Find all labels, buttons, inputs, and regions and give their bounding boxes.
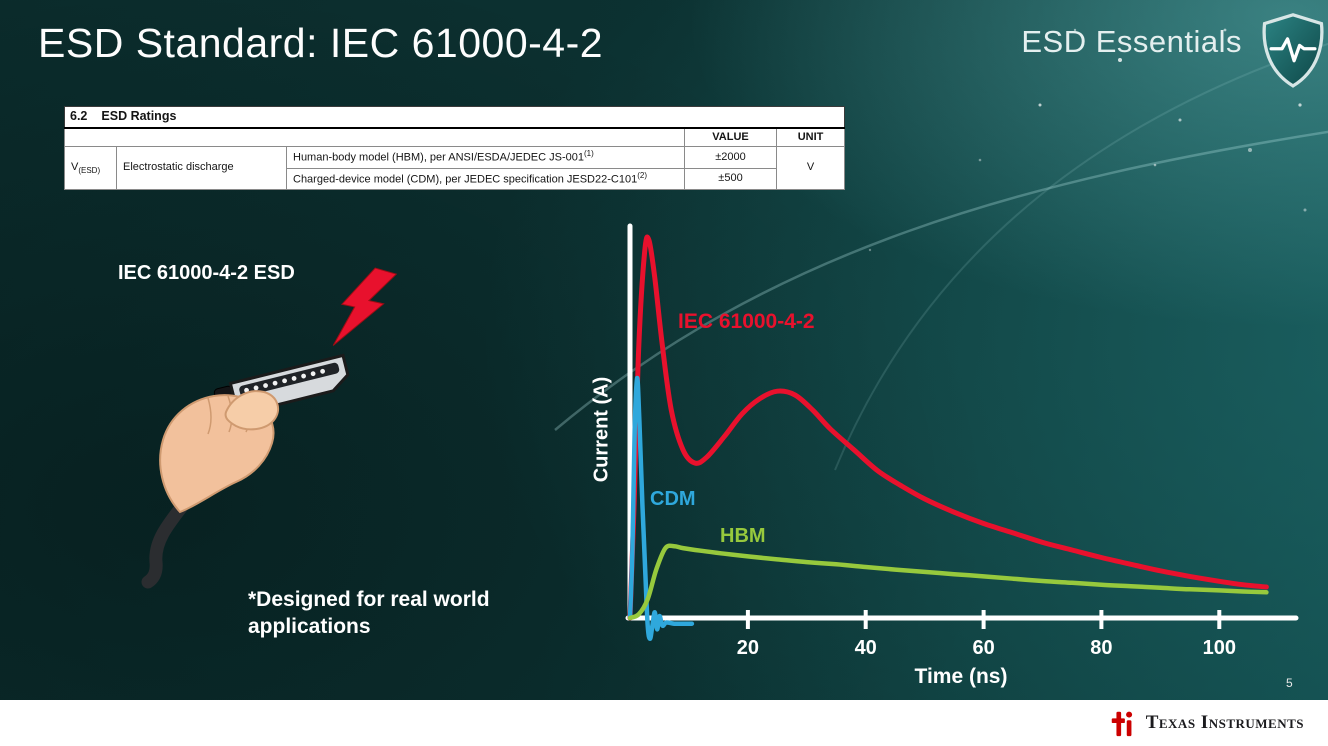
esd-shield-icon [1262,13,1324,88]
svg-text:40: 40 [855,637,877,659]
chart-plot-area: 20 40 60 80 100 [625,223,1299,659]
iec-curve-label: IEC 61000-4-2 [678,310,815,333]
svg-text:20: 20 [737,637,759,659]
ti-logo [1111,711,1132,737]
table-column-headers: VALUE UNIT [64,127,846,148]
unit-cell: V [775,146,846,191]
hbm-curve-label: HBM [720,525,766,547]
page-title: ESD Standard: IEC 61000-4-2 [38,20,604,66]
esd-ratings-table: 6.2 ESD Ratings VALUE UNIT V(ESD) Electro… [63,105,846,191]
svg-text:80: 80 [1090,637,1112,659]
lightning-bolt-icon [332,267,398,346]
section-title: ESD Ratings [101,109,177,123]
cdm-value-cell: ±500 [684,167,777,191]
x-axis-label: Time (ns) [914,665,1008,688]
esd-current-chart: Current (A) 20 40 60 80 100 IEC 61000-4-2 CD… [560,210,1310,710]
cable [141,493,194,589]
cdm-description-cell: Charged-device model (CDM), per JEDEC sp… [286,167,685,191]
table-row: Charged-device model (CDM), per JEDEC sp… [65,167,845,191]
hand [159,390,280,514]
iec-esd-caption: IEC 61000-4-2 ESD [118,262,295,284]
cdm-curve-label: CDM [650,488,696,510]
col-header-unit: UNIT [775,127,846,148]
svg-text:60: 60 [972,637,994,659]
section-number: 6.2 [70,109,88,123]
col-header-value: VALUE [684,127,777,148]
designed-note: *Designed for real world applications [248,588,490,639]
hbm-value-cell: ±2000 [684,146,777,169]
page-number: 5 [1286,676,1293,690]
svg-text:100: 100 [1203,637,1236,659]
y-axis-label: Current (A) [590,376,613,483]
table-section-header: 6.2 ESD Ratings [63,105,846,129]
series-brand-title: ESD Essentials [1021,24,1242,59]
footer-bar: Texas Instruments [0,700,1328,746]
hbm-description-cell: Human-body model (HBM), per ANSI/ESDA/JE… [286,146,685,169]
hand-cable-illustration [141,267,398,589]
table-row: V(ESD) Electrostatic discharge Human-bod… [64,146,846,191]
parameter-cell: Electrostatic discharge [116,146,287,191]
symbol-cell: V(ESD) [64,146,117,191]
ti-wordmark: Texas Instruments [1145,712,1304,733]
